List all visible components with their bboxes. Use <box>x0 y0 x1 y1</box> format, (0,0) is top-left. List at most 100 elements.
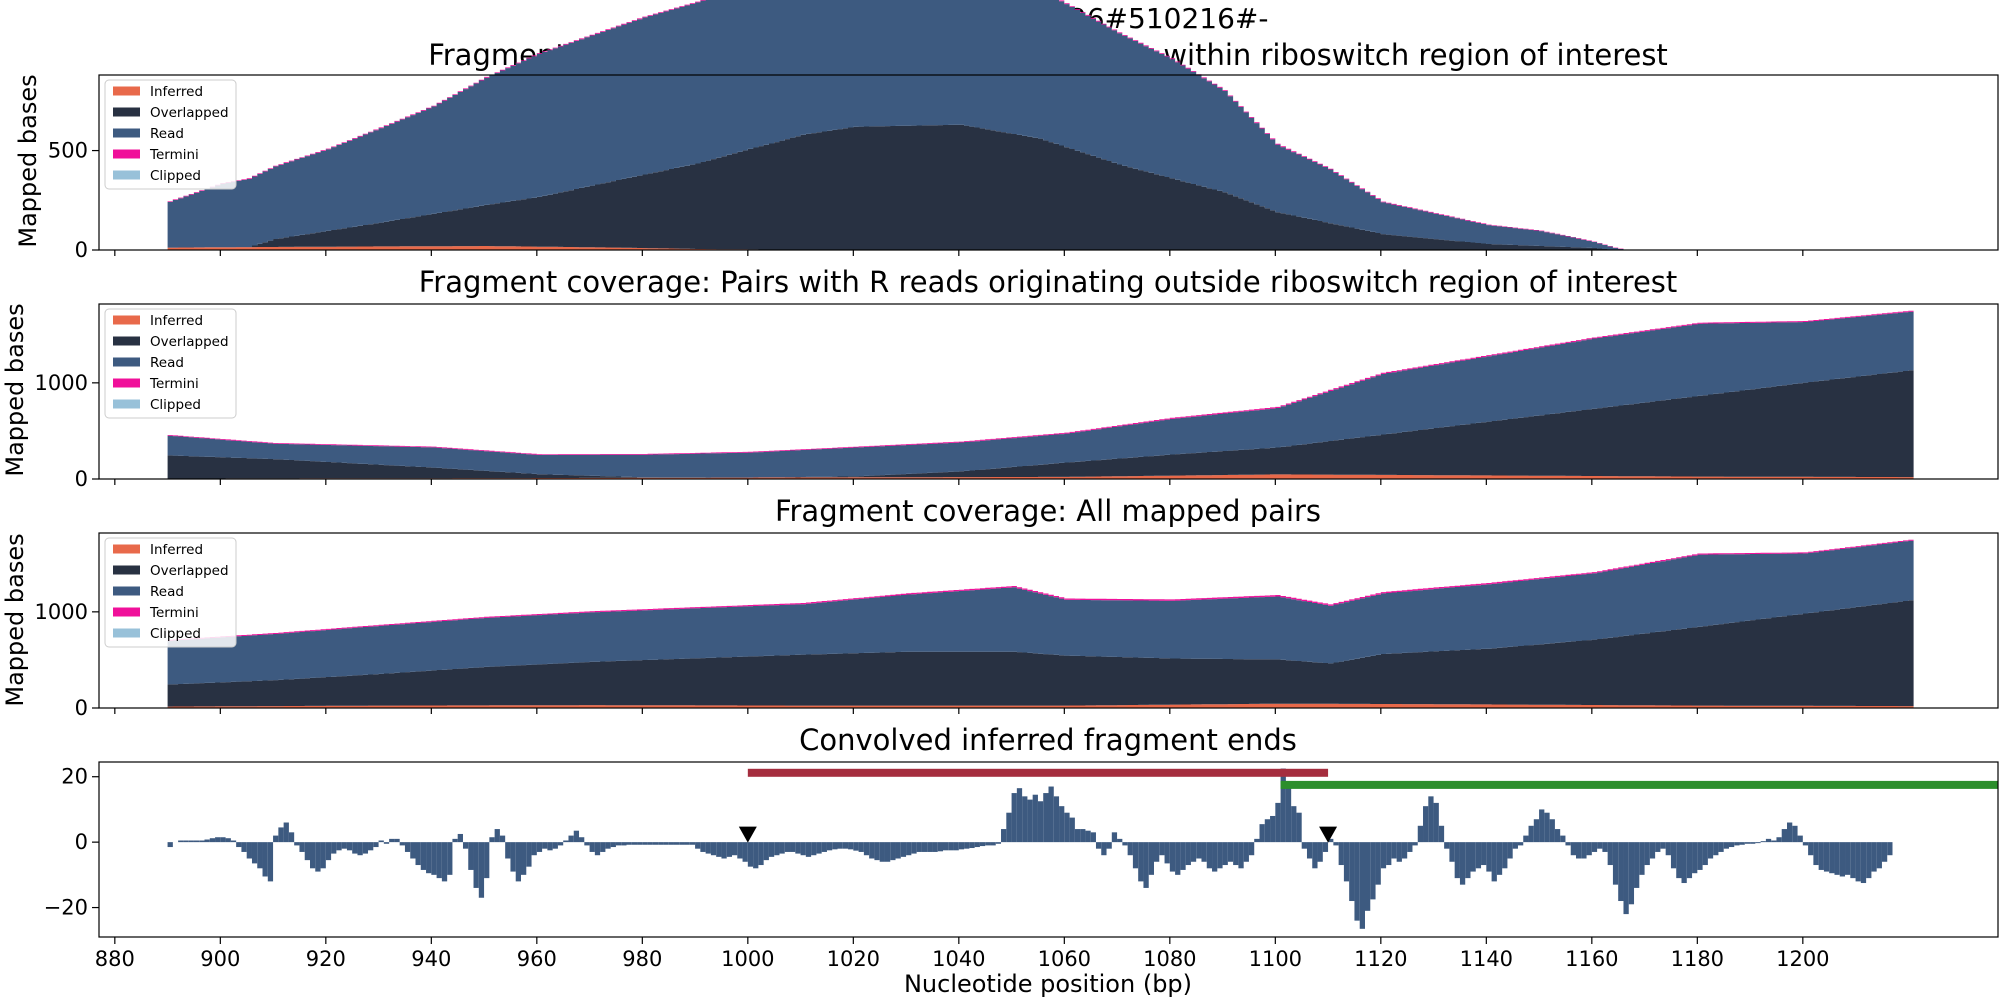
panel-all-ylabel: Mapped bases <box>1 533 29 706</box>
bar <box>684 842 690 845</box>
bar <box>1829 842 1835 874</box>
legend-swatch-inferred <box>113 315 140 325</box>
bar <box>1507 842 1513 859</box>
bar <box>1254 838 1260 843</box>
bar <box>521 842 527 875</box>
bar <box>1037 801 1044 843</box>
legend-box <box>104 308 237 419</box>
legend-swatch-read <box>113 586 140 596</box>
bar <box>1655 842 1661 852</box>
bar <box>1095 842 1102 849</box>
bar <box>1750 842 1756 844</box>
legend-label-termini: Termini <box>149 605 199 621</box>
bar <box>368 842 374 851</box>
bar <box>310 842 316 869</box>
bar <box>679 842 685 845</box>
bar <box>1243 842 1249 862</box>
bar <box>631 842 638 845</box>
panel-within-ylabel: Mapped bases <box>14 74 42 247</box>
bar <box>1676 842 1682 879</box>
bar <box>1380 842 1387 869</box>
bar <box>1486 842 1492 872</box>
plot-frame <box>98 74 1999 251</box>
legend-swatch-clipped <box>113 170 140 180</box>
bar <box>1591 842 1598 852</box>
legend-swatch-inferred <box>113 544 140 554</box>
bar <box>1818 842 1824 870</box>
bar <box>1670 842 1677 869</box>
bar <box>1322 842 1329 852</box>
panel-convolved: Convolved inferred fragment ends −20 0 20 <box>44 723 1999 938</box>
bar <box>1607 842 1613 866</box>
bar <box>188 840 194 843</box>
bar <box>183 840 189 843</box>
bar <box>199 840 205 843</box>
bar <box>1459 842 1466 885</box>
bar <box>1554 829 1561 843</box>
bar <box>1475 842 1482 869</box>
bar <box>1127 842 1133 856</box>
bar <box>726 842 732 857</box>
x-tick-label: 1180 <box>1671 947 1724 971</box>
bar <box>193 840 200 843</box>
x-tick-label: 920 <box>306 947 346 971</box>
bar <box>1433 802 1439 843</box>
bar <box>1217 842 1223 869</box>
bar <box>1196 842 1202 859</box>
bar <box>658 842 664 845</box>
bar <box>1270 815 1276 843</box>
panel-within-plot: 0 500 Inferred Overlapped Read Termini Clipped <box>48 0 1999 262</box>
triangle-marker-2 <box>1319 826 1338 843</box>
x-tick-label: 1120 <box>1354 947 1407 971</box>
x-tick-label: 1040 <box>932 947 985 971</box>
legend-swatch-read <box>113 357 140 367</box>
bar <box>1512 842 1518 849</box>
y-tick-label: 20 <box>61 765 88 789</box>
legend: Inferred Overlapped Read Termini Clipped <box>104 79 237 190</box>
bar <box>394 838 400 843</box>
legend-box <box>104 79 237 190</box>
bar <box>1839 842 1846 877</box>
bar <box>879 842 885 862</box>
legend-label-clipped: Clipped <box>150 626 201 642</box>
bar <box>621 842 627 846</box>
bar <box>943 842 949 851</box>
bar <box>257 842 263 869</box>
bar <box>536 842 543 852</box>
bar <box>710 842 717 856</box>
bar <box>800 842 806 856</box>
bar <box>241 842 247 852</box>
bar <box>1375 842 1381 885</box>
bar <box>1264 819 1271 843</box>
legend-swatch-read <box>113 128 140 138</box>
bar <box>473 842 479 888</box>
bar <box>499 835 506 843</box>
bar <box>478 842 485 898</box>
bar <box>447 842 453 875</box>
bar <box>721 842 727 859</box>
bar <box>895 842 901 859</box>
legend-box <box>104 537 237 648</box>
legend-swatch-termini <box>113 378 140 388</box>
bar <box>1523 835 1529 843</box>
area-read <box>167 0 1629 250</box>
area-inferred <box>167 246 1629 250</box>
x-tick-label: 1080 <box>1143 947 1196 971</box>
bar <box>1702 842 1708 866</box>
bar <box>1101 842 1107 856</box>
y-tick-label: 0 <box>75 238 88 262</box>
bar <box>178 840 184 843</box>
x-tick-label: 880 <box>95 947 135 971</box>
bar <box>600 842 606 852</box>
bar <box>362 842 369 854</box>
x-tick-label: 960 <box>517 947 557 971</box>
bar <box>420 842 427 870</box>
bar <box>816 842 822 854</box>
bar <box>1412 842 1418 846</box>
bar <box>953 842 959 851</box>
bar <box>974 842 980 848</box>
bar <box>251 842 258 864</box>
bar <box>1291 806 1297 843</box>
bar <box>441 842 448 882</box>
